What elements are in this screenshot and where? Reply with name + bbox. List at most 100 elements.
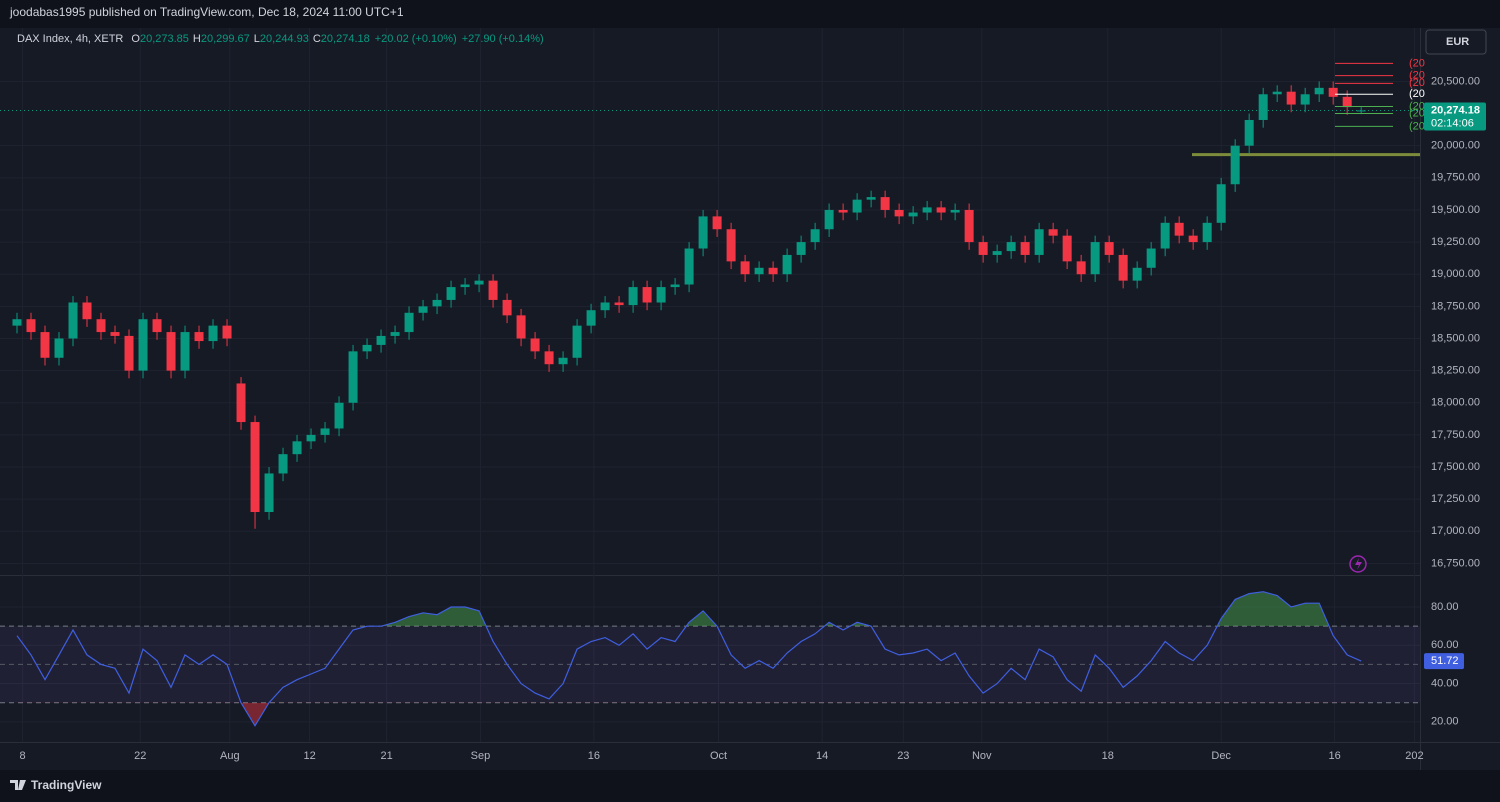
candle-body [628,287,638,306]
candle-body [1272,91,1282,95]
candle-body [334,402,344,429]
candle-body [418,306,428,313]
candle-body [838,209,848,213]
candle-body [12,319,22,326]
candle-body [1104,242,1114,255]
x-tick-label: 21 [381,750,393,762]
alert-icon[interactable] [1349,555,1367,573]
candle-body [1202,222,1212,243]
legend-value: 20,273.85 [140,33,189,45]
candle-body [782,254,792,275]
x-tick-label: 22 [134,750,146,762]
x-tick-label: Sep [471,750,491,762]
x-tick-label: Nov [972,750,992,762]
candle-body [544,351,554,365]
candle-body [572,325,582,358]
candle-body [1216,184,1226,223]
candle-body [1062,235,1072,262]
candle-body [152,319,162,333]
candle-body [614,302,624,306]
candle-body [558,357,568,365]
logo [10,780,26,790]
x-tick-label: 16 [588,750,600,762]
candle-body [936,207,946,213]
candle-body [138,319,148,371]
y-tick-label: 18,500.00 [1431,332,1480,344]
candle-body [530,338,540,352]
x-tick-label: 18 [1102,750,1114,762]
level-label: (20 [1409,70,1425,82]
x-tick-label: 23 [897,750,909,762]
x-tick-label: 202 [1405,750,1423,762]
legend: DAX Index, 4h, XETR O20,273.85 H20,299.67 L… [17,33,544,45]
candle-body [796,242,806,255]
y-tick-label: 17,250.00 [1431,493,1480,505]
candle-body [474,280,484,285]
y-tick-label: 19,500.00 [1431,204,1480,216]
candle-body [978,242,988,255]
currency[interactable]: EUR [1446,36,1469,48]
rsi-tag [1424,653,1464,670]
candle-body [726,229,736,262]
rsi-tick-label: 80.00 [1431,601,1459,613]
candle-body [1356,110,1366,112]
candle-body [1174,222,1184,236]
candle-body [194,332,204,342]
candle-body [768,267,778,275]
rsi-tick-label: 60.00 [1431,639,1459,651]
candle-body [306,434,316,442]
y-tick-label: 19,750.00 [1431,172,1480,184]
candle-body [250,422,260,513]
y-tick-label: 17,500.00 [1431,461,1480,473]
candle-body [166,332,176,371]
legend-key: H [193,33,201,45]
y-tick-label: 18,250.00 [1431,365,1480,377]
level-label: (20 [1409,57,1425,69]
candle-body [964,209,974,243]
candle-body [1076,261,1086,275]
candle-body [1314,87,1324,95]
candle-body [1146,248,1156,268]
candle-body [1118,254,1128,281]
x-tick-label: Dec [1211,750,1231,762]
legend-key: C [313,33,321,45]
candle-body [810,229,820,243]
candle-body [180,332,190,371]
candle-body [278,454,288,474]
candle-body [656,287,666,303]
footer-brand: TradingView [31,778,102,792]
candle-body [1132,267,1142,281]
x-tick-label: 8 [20,750,26,762]
legend-value: 20,299.67 [201,33,250,45]
candle-body [1300,94,1310,105]
currency-button[interactable] [1425,29,1487,55]
legend-key: O [131,33,140,45]
level-label: (20 [1409,100,1425,112]
candle-body [740,261,750,275]
x-tick-label: 14 [816,750,828,762]
candle-body [922,207,932,213]
x-tick-label: 12 [304,750,316,762]
candle-body [348,351,358,403]
y-tick-label: 20,000.00 [1431,140,1480,152]
candle-body [40,332,50,358]
y-tick-label: 20,500.00 [1431,75,1480,87]
level-label: (20 [1409,120,1425,132]
y-tick-label: 17,000.00 [1431,525,1480,537]
candle-body [684,248,694,285]
candle-body [754,267,764,275]
labels: 8 22 Aug 12 21 Sep 16 Oct 14 23 Nov 18 Dec 16 202 16,75… [20,57,1486,762]
candle-body [222,325,232,339]
rsi-overbought-fill [381,591,1330,627]
x-tick-label: 16 [1328,750,1340,762]
candle-body [390,332,400,336]
candle-body [1328,87,1338,97]
candle-body [516,315,526,339]
candle-body [880,197,890,210]
price-tag [1424,102,1486,131]
legend-value: 20,244.93 [260,33,309,45]
candle-body [824,209,834,230]
legend-key: L [254,33,260,45]
